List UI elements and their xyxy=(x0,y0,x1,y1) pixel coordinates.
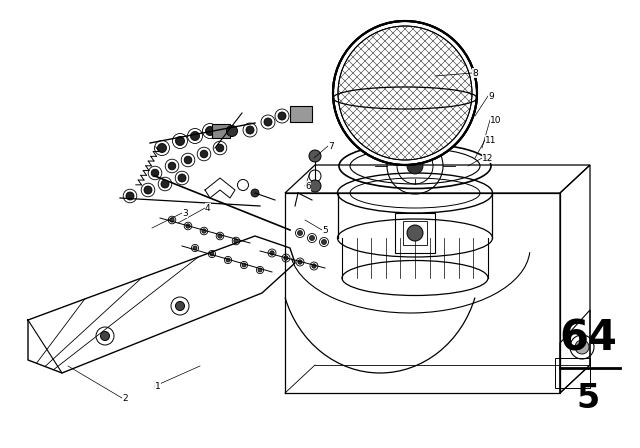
Circle shape xyxy=(175,302,184,310)
Circle shape xyxy=(270,251,274,255)
Circle shape xyxy=(234,239,238,243)
Text: 6: 6 xyxy=(305,181,311,190)
Text: 2: 2 xyxy=(122,393,127,402)
Text: 9: 9 xyxy=(488,91,493,100)
Circle shape xyxy=(178,174,186,182)
Circle shape xyxy=(407,225,423,241)
Circle shape xyxy=(161,180,169,188)
Circle shape xyxy=(218,234,222,238)
Bar xyxy=(212,124,230,138)
Text: 1: 1 xyxy=(155,382,161,391)
Circle shape xyxy=(191,132,200,141)
Text: 3: 3 xyxy=(182,208,188,217)
Circle shape xyxy=(186,224,190,228)
Circle shape xyxy=(202,229,206,233)
Circle shape xyxy=(216,144,224,152)
Bar xyxy=(403,221,427,245)
Circle shape xyxy=(321,240,326,245)
Circle shape xyxy=(168,162,176,170)
Circle shape xyxy=(333,21,477,165)
Bar xyxy=(555,358,590,388)
Circle shape xyxy=(170,218,174,222)
Circle shape xyxy=(100,332,109,340)
Circle shape xyxy=(312,264,316,268)
Circle shape xyxy=(309,150,321,162)
Circle shape xyxy=(210,252,214,256)
Circle shape xyxy=(184,156,192,164)
Circle shape xyxy=(258,268,262,272)
Circle shape xyxy=(226,258,230,262)
Circle shape xyxy=(126,192,134,200)
Text: 10: 10 xyxy=(490,116,502,125)
Circle shape xyxy=(298,260,302,264)
Circle shape xyxy=(157,143,166,152)
Circle shape xyxy=(193,246,197,250)
Circle shape xyxy=(175,137,184,146)
Circle shape xyxy=(151,169,159,177)
Circle shape xyxy=(575,340,589,354)
Circle shape xyxy=(278,112,286,120)
Text: 5: 5 xyxy=(322,225,328,234)
Circle shape xyxy=(309,180,321,192)
Circle shape xyxy=(246,126,254,134)
Circle shape xyxy=(310,236,314,241)
Text: 5: 5 xyxy=(577,382,600,414)
Text: 64: 64 xyxy=(559,317,617,359)
Circle shape xyxy=(205,126,214,135)
Text: 4: 4 xyxy=(205,203,211,212)
Circle shape xyxy=(144,186,152,194)
Circle shape xyxy=(298,231,303,236)
Bar xyxy=(395,213,435,253)
Circle shape xyxy=(407,158,423,174)
Text: 7: 7 xyxy=(328,142,333,151)
Bar xyxy=(290,106,312,122)
Circle shape xyxy=(242,263,246,267)
Circle shape xyxy=(251,189,259,197)
Circle shape xyxy=(200,150,208,158)
Text: 12: 12 xyxy=(482,154,493,163)
Text: 8: 8 xyxy=(472,69,477,78)
Circle shape xyxy=(284,256,288,260)
Circle shape xyxy=(227,125,237,137)
Text: 11: 11 xyxy=(485,135,497,145)
Circle shape xyxy=(264,118,272,126)
